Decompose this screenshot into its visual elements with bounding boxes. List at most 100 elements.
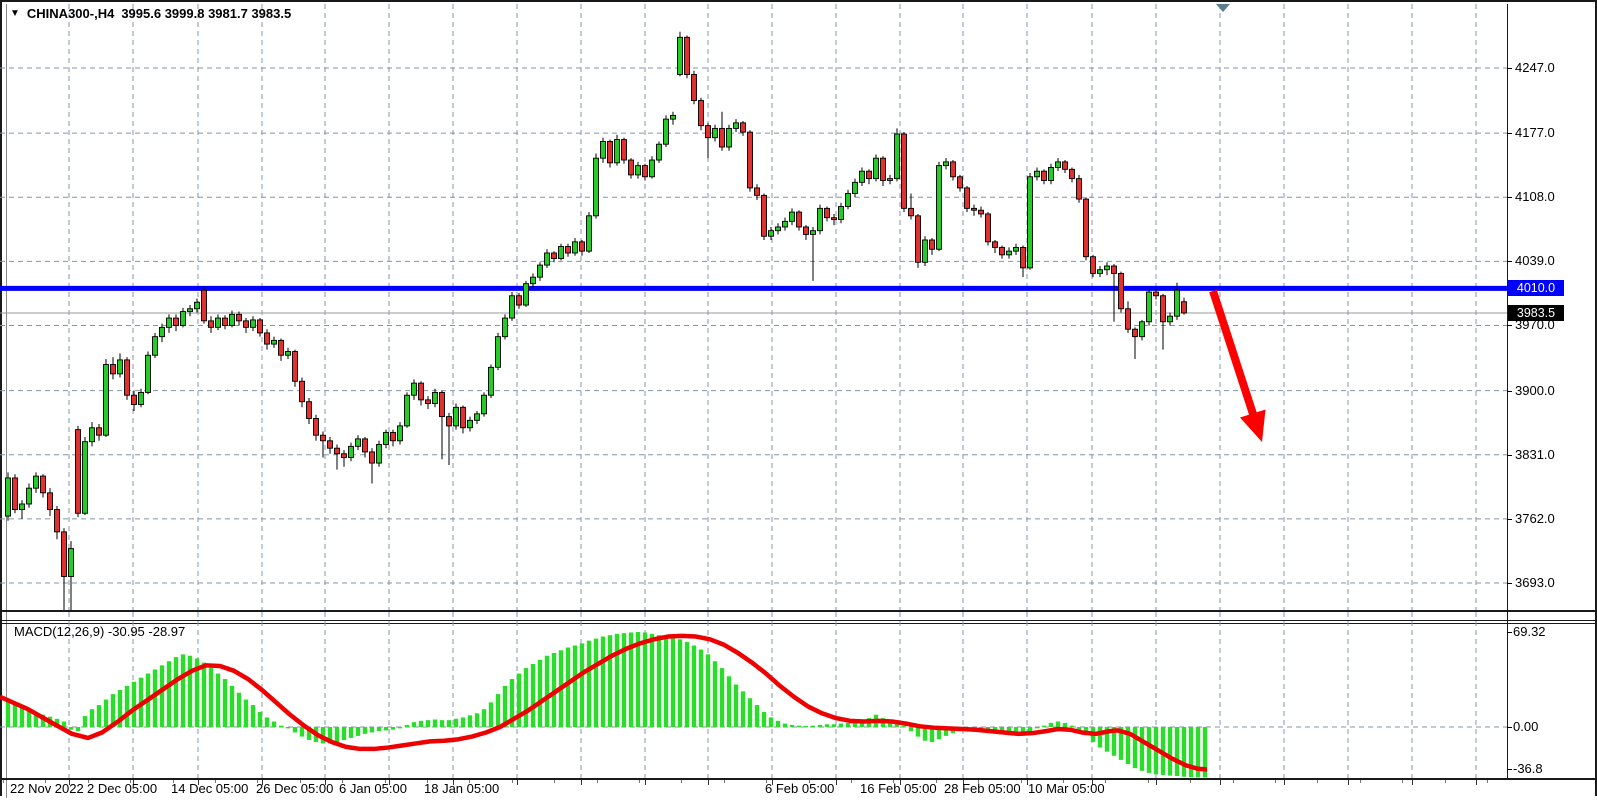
price-axis-label: 4177.0 (1515, 125, 1555, 141)
price-axis-tick (1507, 518, 1512, 520)
time-axis-major-tick (1412, 780, 1413, 785)
price-axis-tick (1507, 261, 1512, 263)
time-axis-minor-tick (1360, 780, 1361, 783)
time-axis-minor-tick (1275, 780, 1276, 783)
time-axis-label: 26 Dec 05:00 (256, 781, 334, 796)
time-axis-major-tick (1027, 780, 1028, 785)
macd-signal-line (0, 633, 1208, 772)
current-price-badge: 3983.5 (1508, 304, 1564, 321)
time-axis-minor-tick (88, 780, 89, 783)
symbol-dropdown-icon[interactable]: ▼ (10, 7, 20, 19)
time-axis-minor-tick (1233, 780, 1234, 783)
price-chart-canvas[interactable] (0, 0, 1507, 610)
time-axis-minor-tick (512, 780, 513, 783)
time-axis-minor-tick (1063, 780, 1064, 783)
time-axis-minor-tick (385, 780, 386, 783)
time-axis-minor-tick (724, 780, 725, 783)
time-axis-major-tick (1220, 780, 1221, 785)
time-axis-major-tick (1348, 780, 1349, 785)
time-axis-label: 10 Mar 05:00 (1028, 781, 1105, 796)
price-axis-label: 3693.0 (1515, 574, 1555, 590)
time-axis-minor-tick (893, 780, 894, 783)
time-axis-label: 2 Dec 05:00 (87, 781, 158, 796)
macd-axis-label: -36.8 (1513, 761, 1543, 776)
time-axis-minor-tick (130, 780, 131, 783)
time-axis-minor-tick (766, 780, 767, 783)
time-axis-major-tick (133, 780, 134, 785)
price-axis-tick (1507, 197, 1512, 199)
time-axis-minor-tick (639, 780, 640, 783)
trend-arrow-annotation[interactable] (1209, 289, 1266, 442)
time-axis-major-tick (325, 780, 326, 785)
price-axis-label: 3900.0 (1515, 382, 1555, 398)
time-axis-minor-tick (215, 780, 216, 783)
pane-left-inner-border (6, 4, 7, 798)
level-price-badge: 4010.0 (1508, 280, 1564, 297)
time-axis-major-tick (772, 780, 773, 785)
price-axis-tick (1507, 582, 1512, 584)
price-axis-tick (1507, 133, 1512, 135)
price-axis-label: 3970.0 (1515, 317, 1555, 333)
time-axis-label: 14 Dec 05:00 (171, 781, 249, 796)
time-axis-major-tick (836, 780, 837, 785)
time-axis-minor-tick (809, 780, 810, 783)
time-axis-major-tick (708, 780, 709, 785)
time-axis-minor-tick (300, 780, 301, 783)
time-axis-border (0, 778, 1597, 780)
time-axis-minor-tick (554, 780, 555, 783)
time-axis-major-tick (1284, 780, 1285, 785)
macd-chart-canvas[interactable] (0, 612, 1507, 778)
time-axis-major-tick (1092, 780, 1093, 785)
price-axis-label: 4039.0 (1515, 253, 1555, 269)
time-axis-minor-tick (597, 780, 598, 783)
time-axis-major-tick (581, 780, 582, 785)
macd-axis-label: 0.00 (1513, 719, 1539, 734)
time-axis-minor-tick (342, 780, 343, 783)
time-axis-major-tick (900, 780, 901, 785)
pane-separator-line1 (0, 620, 1597, 621)
time-axis-minor-tick (1021, 780, 1022, 783)
price-axis-tick (1507, 390, 1512, 392)
price-pane-bottom-border (0, 610, 1597, 612)
macd-axis-label: 69.32 (1513, 624, 1546, 639)
chart-title: ▼ CHINA300-,H4 3995.6 3999.8 3981.7 3983… (10, 6, 291, 21)
pane-separator-line2 (0, 623, 1597, 624)
time-axis-minor-tick (3, 780, 4, 783)
macd-indicator-label: MACD(12,26,9) -30.95 -28.97 (14, 624, 186, 639)
macd-histogram (5, 632, 1208, 778)
price-axis-tick (1507, 68, 1512, 69)
time-axis-major-tick (262, 780, 263, 785)
macd-axis-tick (1507, 632, 1512, 633)
price-axis-label: 3831.0 (1515, 446, 1555, 462)
price-axis-label: 4108.0 (1515, 189, 1555, 205)
time-axis-major-tick (517, 780, 518, 785)
price-axis-tick (1507, 325, 1512, 327)
macd-axis-tick (1507, 727, 1512, 728)
time-axis-minor-tick (1148, 780, 1149, 783)
window-top-border (0, 0, 1597, 2)
time-axis-major-tick (1156, 780, 1157, 785)
candlesticks (5, 31, 1187, 610)
window-right-border (1595, 0, 1597, 796)
time-axis-minor-tick (469, 780, 470, 783)
time-axis-major-tick (198, 780, 199, 785)
time-axis-major-tick (453, 780, 454, 785)
time-axis-minor-tick (427, 780, 428, 783)
time-axis-minor-tick (1445, 780, 1446, 783)
time-axis-minor-tick (1190, 780, 1191, 783)
time-axis-major-tick (69, 780, 70, 785)
price-axis-label: 3762.0 (1515, 510, 1555, 526)
time-axis-label: 22 Nov 2022 (10, 781, 84, 796)
time-axis-label: 28 Feb 05:00 (944, 781, 1021, 796)
time-axis-minor-tick (45, 780, 46, 783)
time-axis-minor-tick (173, 780, 174, 783)
time-axis-label: 16 Feb 05:00 (860, 781, 937, 796)
time-axis-minor-tick (1402, 780, 1403, 783)
time-axis-minor-tick (851, 780, 852, 783)
window-left-border (0, 0, 2, 796)
macd-axis-tick (1507, 769, 1512, 770)
scroll-marker-icon (1216, 4, 1230, 12)
time-axis-minor-tick (257, 780, 258, 783)
time-axis-major-tick (963, 780, 964, 785)
